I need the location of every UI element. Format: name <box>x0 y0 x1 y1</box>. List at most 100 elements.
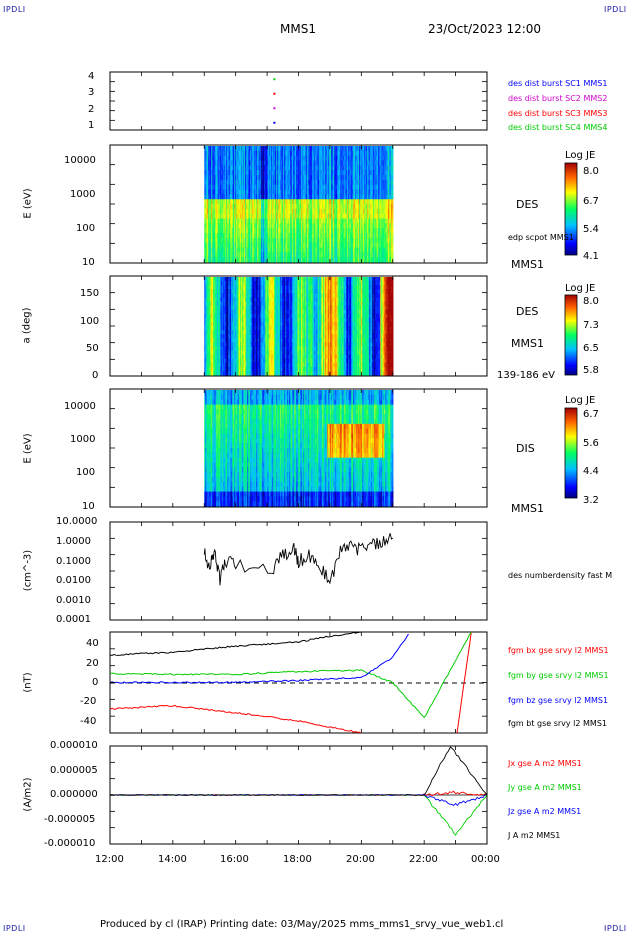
spec-des-energy-cell <box>323 199 325 205</box>
spec-des-energy-cell <box>273 179 275 186</box>
spec-des-energy-cell <box>229 223 231 229</box>
spec-des-energy-cell <box>214 208 216 215</box>
spec-des-energy-cell <box>204 160 206 166</box>
spec-des-energy-cell <box>230 155 232 161</box>
spec-des-energy-cell <box>310 199 312 205</box>
spec-des-energy-cell <box>274 146 276 152</box>
spec-des-energy-cell <box>210 150 212 157</box>
spec-des-energy-cell <box>273 252 275 258</box>
spec-des-energy-cell <box>221 199 223 205</box>
spec-des-energy-cell <box>281 155 283 161</box>
spec-des-energy-cell <box>289 223 291 229</box>
spec-des-energy-cell <box>241 252 243 258</box>
spec-des-energy-cell <box>211 233 213 239</box>
spec-des-energy-cell <box>306 160 308 166</box>
spec-des-energy-cell <box>290 160 292 166</box>
spec-des-energy-cell <box>247 228 249 234</box>
spec-des-energy-cell <box>322 179 324 186</box>
spec-des-energy-cell <box>260 189 262 195</box>
spec-des-energy-cell <box>237 175 239 181</box>
spec-des-energy-cell <box>263 194 265 200</box>
spec-des-energy-cell <box>320 170 322 176</box>
spec-des-energy-cell <box>273 189 275 195</box>
spec-des-energy-cell <box>226 150 228 157</box>
spec-des-energy-cell <box>273 237 275 244</box>
spec-des-energy-cell <box>310 146 312 152</box>
spec-des-energy-cell <box>259 233 261 239</box>
spec-des-energy-cell <box>392 184 394 190</box>
spec-des-energy-cell <box>274 242 276 248</box>
spec-des-energy-cell <box>320 160 322 166</box>
spec-des-energy-cell <box>278 228 280 234</box>
spec-des-energy-cell <box>290 184 292 190</box>
spec-des-energy-cell <box>325 184 327 190</box>
spec-des-energy-cell <box>227 213 229 219</box>
spec-des-energy-cell <box>274 223 276 229</box>
spec-des-energy-cell <box>250 204 252 210</box>
spec-des-energy-cell <box>321 257 323 263</box>
spec-des-energy-cell <box>303 184 305 190</box>
spec-des-energy-cell <box>278 184 280 190</box>
spec-des-energy-cell <box>252 150 254 157</box>
spec-des-energy-cell <box>272 252 274 258</box>
spec-des-energy-cell <box>222 218 224 224</box>
spec-des-energy-cell <box>279 252 281 258</box>
spec-des-energy-cell <box>269 155 271 161</box>
spec-des-energy-cell <box>272 228 274 234</box>
spec-des-energy-cell <box>231 150 233 157</box>
spec-des-energy-cell <box>231 199 233 205</box>
spec-des-energy-cell <box>305 179 307 186</box>
spec-des-energy-cell <box>238 228 240 234</box>
spec-des-energy-cell <box>324 228 326 234</box>
spec-des-energy-cell <box>296 252 298 258</box>
spec-des-energy-cell <box>274 204 276 210</box>
spec-des-energy-cell <box>312 223 314 229</box>
spec-des-energy-cell <box>231 257 233 263</box>
spec-des-energy-cell <box>284 208 286 215</box>
spec-des-energy-cell <box>204 247 206 253</box>
spec-des-energy-cell <box>282 160 284 166</box>
spec-des-energy-cell <box>238 257 240 263</box>
spec-des-energy-cell <box>286 237 288 244</box>
spec-des-energy-cell <box>257 213 259 219</box>
spec-des-energy-cell <box>326 223 328 229</box>
spec-des-energy-cell <box>236 237 238 244</box>
spec-des-energy-cell <box>322 189 324 195</box>
spec-des-energy-cell <box>302 160 304 166</box>
spec-des-energy-cell <box>262 204 264 210</box>
spec-des-energy-cell <box>265 175 267 181</box>
spec-des-energy-cell <box>316 165 318 171</box>
spec-des-energy-cell <box>214 233 216 239</box>
spec-des-energy-cell <box>315 233 317 239</box>
spec-des-energy-cell <box>328 213 330 219</box>
spec-des-energy-cell <box>278 146 280 152</box>
spec-des-energy-cell <box>279 150 281 157</box>
spec-des-energy-cell <box>234 237 236 244</box>
spec-des-energy-cell <box>222 252 224 258</box>
spec-des-energy-cell <box>273 199 275 205</box>
spec-des-energy-cell <box>253 208 255 215</box>
spec-des-energy-cell <box>250 170 252 176</box>
spec-des-energy-cell <box>317 218 319 224</box>
spec-des-energy-cell <box>325 208 327 215</box>
spec-des-energy-cell <box>253 160 255 166</box>
spec-des-energy-cell <box>222 208 224 215</box>
spec-des-energy-cell <box>292 189 294 195</box>
spec-des-energy-cell <box>320 247 322 253</box>
spec-des-energy-cell <box>231 242 233 248</box>
spec-des-energy-cell <box>301 146 303 152</box>
spec-des-energy-cell <box>242 247 244 253</box>
spec-des-energy-cell <box>272 194 274 200</box>
spec-des-energy-cell <box>293 237 295 244</box>
spec-des-energy-cell <box>204 242 206 248</box>
spec-des-energy-cell <box>222 179 224 186</box>
spec-des-energy-cell <box>330 165 332 171</box>
spec-des-energy-cell <box>307 208 309 215</box>
spec-des-energy-cell <box>256 242 258 248</box>
spec-des-energy-cell <box>315 223 317 229</box>
spec-des-energy-cell <box>287 242 289 248</box>
spec-des-energy-cell <box>223 252 225 258</box>
spec-des-energy-cell <box>207 213 209 219</box>
spec-des-energy-cell <box>297 199 299 205</box>
spec-des-energy-cell <box>226 165 228 171</box>
